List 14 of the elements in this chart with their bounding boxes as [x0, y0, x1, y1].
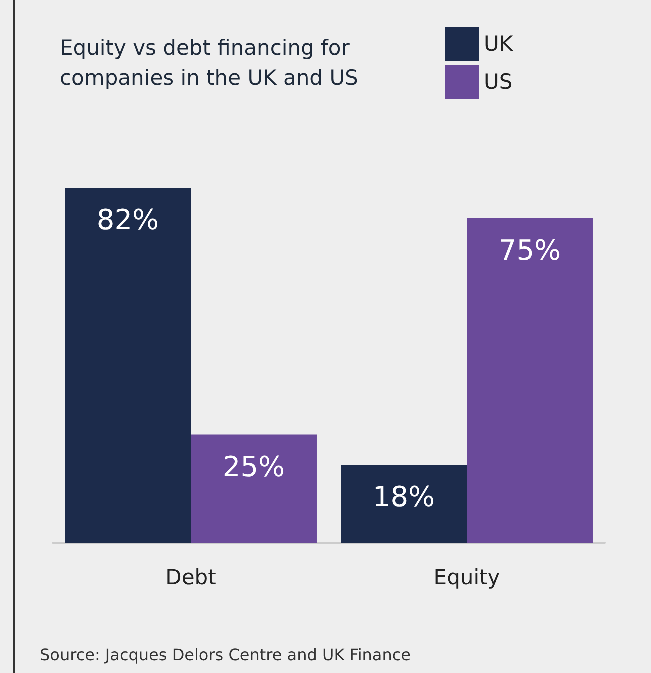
- bar: [341, 465, 467, 543]
- data-label: 75%: [498, 234, 562, 267]
- legend-label: US: [484, 70, 513, 94]
- data-label: 18%: [372, 480, 436, 514]
- bar: [191, 434, 317, 543]
- x-tick-label: Equity: [434, 566, 500, 590]
- source-note: Source: Jacques Delors Centre and UK Finance: [40, 646, 411, 664]
- bar: [65, 188, 191, 543]
- chart-title: Equity vs debt financing for companies in the UK and US: [60, 36, 358, 90]
- data-label: 82%: [96, 203, 160, 236]
- bar: [467, 218, 593, 543]
- legend-label: UK: [484, 32, 514, 56]
- x-tick-label: Debt: [166, 566, 216, 590]
- data-label: 25%: [222, 450, 286, 484]
